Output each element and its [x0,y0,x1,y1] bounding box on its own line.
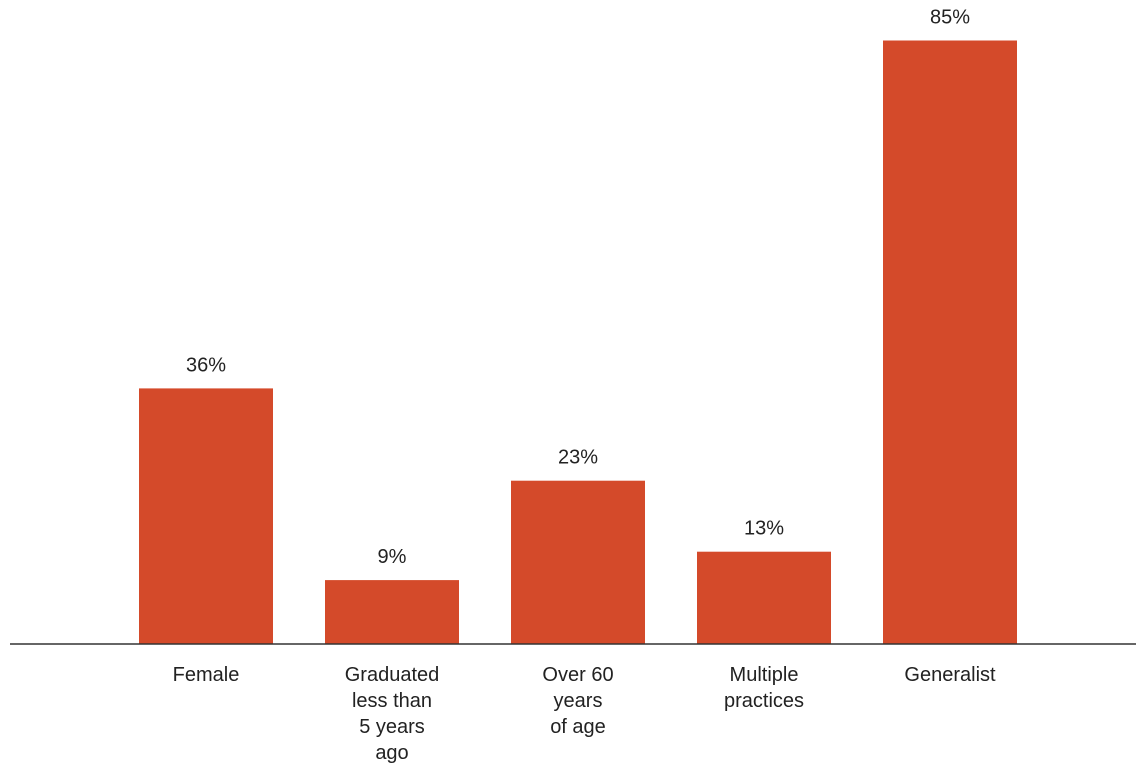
bar-value-label-0: 36% [186,354,226,376]
bar-1 [325,580,459,644]
category-label-2: Over 60 years of age [542,664,613,738]
category-label-3: Multiple practices [724,664,804,712]
value-labels-layer: 36% 9% 23% 13% 85% [186,7,970,569]
category-label-4: Generalist [904,664,996,686]
bar-0 [139,388,273,644]
bar-3 [697,551,831,644]
category-label-1: Graduated less than 5 years ago [345,664,440,763]
category-label-0: Female [173,664,240,686]
bar-2 [511,480,645,644]
category-label-line: Multiple [730,664,799,686]
bar-value-label-3: 13% [744,518,784,540]
category-label-line: years [554,690,603,712]
category-label-line: Graduated [345,664,440,686]
category-label-line: practices [724,690,804,712]
category-label-line: Over 60 [542,664,613,686]
category-label-line: Female [173,664,240,686]
category-label-line: less than [352,690,432,712]
category-labels-layer: Female Graduated less than 5 years ago Over 6… [173,664,996,763]
bar-value-label-4: 85% [930,7,970,29]
category-label-line: of age [550,716,606,738]
bars-layer [139,40,1017,644]
category-label-line: ago [375,742,408,763]
bar-value-label-2: 23% [558,447,598,469]
bar-4 [883,40,1017,644]
category-label-line: 5 years [359,716,425,738]
bar-value-label-1: 9% [378,546,407,568]
category-label-line: Generalist [904,664,996,686]
